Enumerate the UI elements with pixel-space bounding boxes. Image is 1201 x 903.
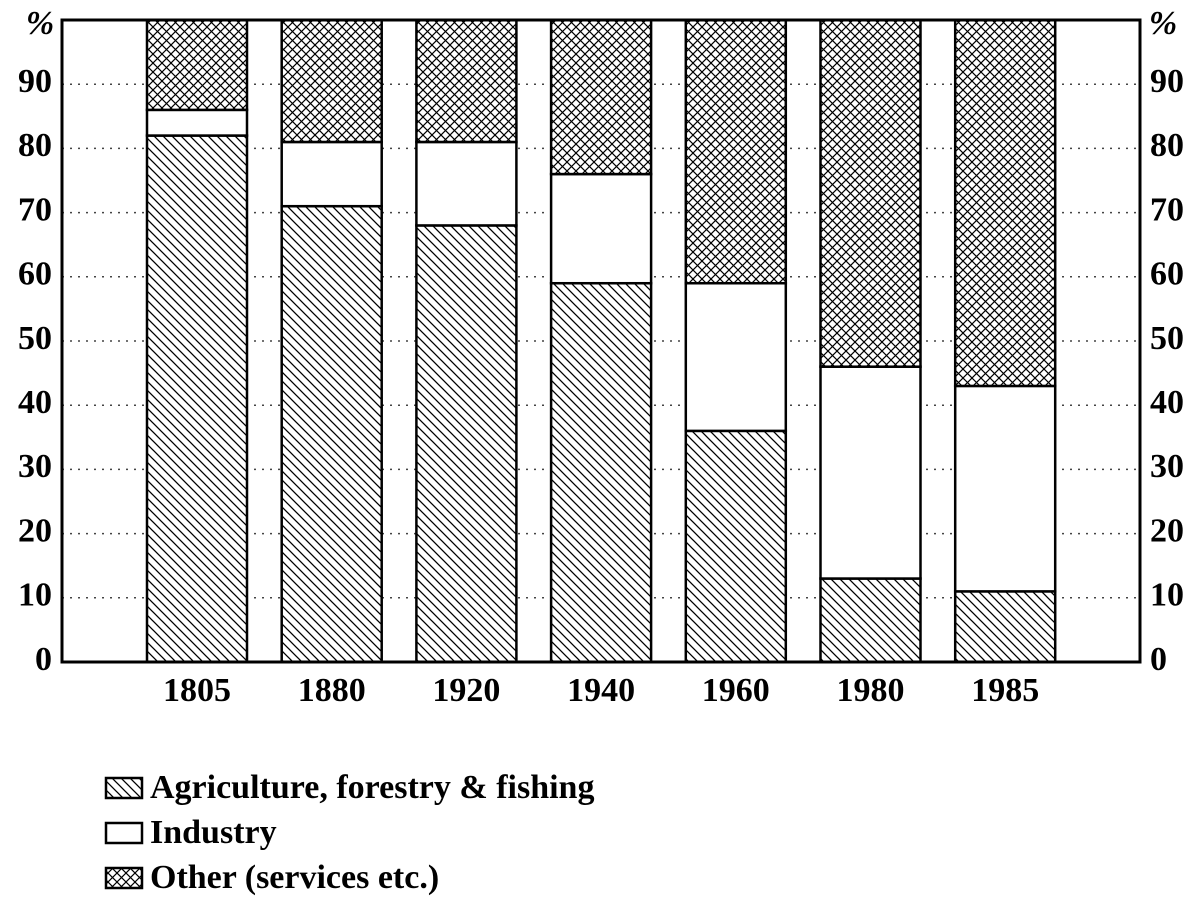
bar-segment	[953, 384, 1057, 593]
y-tick-label: 20	[18, 512, 52, 549]
bar-segment	[549, 172, 653, 285]
bar-segment	[280, 140, 383, 208]
bar-segment	[684, 429, 788, 664]
y-tick-label-right: 60	[1150, 256, 1184, 293]
y-tick-label: 30	[18, 448, 52, 485]
y-tick-label: 0	[35, 641, 52, 678]
bar-segment	[819, 18, 922, 368]
y-tick-label-right: 70	[1150, 191, 1184, 228]
bar-segment	[953, 18, 1057, 388]
legend-label: Industry	[150, 814, 277, 851]
y-tick-label-right: 30	[1150, 448, 1184, 485]
y-axis-label-right: %	[1149, 5, 1177, 42]
legend-label: Other (services etc.)	[150, 859, 439, 896]
x-tick-label: 1980	[837, 672, 905, 709]
x-tick-label: 1940	[567, 672, 635, 709]
y-tick-label: 50	[18, 320, 52, 357]
y-tick-label: 60	[18, 256, 52, 293]
y-tick-label-right: 90	[1150, 63, 1184, 100]
y-tick-label: 40	[18, 384, 52, 421]
legend-label: Agriculture, forestry & fishing	[150, 769, 594, 806]
y-tick-label-right: 20	[1150, 512, 1184, 549]
x-tick-label: 1805	[163, 672, 231, 709]
x-tick-label: 1985	[971, 672, 1039, 709]
bar-segment	[549, 281, 653, 664]
y-tick-label-right: 0	[1150, 641, 1167, 678]
bar-segment	[280, 18, 383, 144]
y-tick-label: 70	[18, 191, 52, 228]
bar-segment	[145, 18, 249, 112]
y-tick-label: 10	[18, 577, 52, 614]
bar-segment	[819, 365, 922, 580]
bar-segment	[415, 140, 518, 227]
legend-swatch	[104, 776, 144, 800]
plot-frame	[60, 18, 1142, 664]
y-tick-label-right: 50	[1150, 320, 1184, 357]
bar-segment	[684, 281, 788, 433]
y-tick-label-right: 10	[1150, 577, 1184, 614]
y-tick-label: 90	[18, 63, 52, 100]
y-axis-label: %	[26, 5, 54, 42]
bar-segment	[819, 577, 922, 664]
bar-segment	[415, 224, 518, 664]
bar-segment	[280, 204, 383, 664]
y-tick-label: 80	[18, 127, 52, 164]
bar-segment	[684, 18, 788, 285]
x-tick-label: 1880	[298, 672, 366, 709]
x-tick-label: 1960	[702, 672, 770, 709]
bar-segment	[145, 108, 249, 137]
bar-segment	[415, 18, 518, 144]
y-tick-label-right: 40	[1150, 384, 1184, 421]
legend-swatch	[104, 821, 144, 845]
bar-segment	[549, 18, 653, 176]
y-tick-label-right: 80	[1150, 127, 1184, 164]
x-tick-label: 1920	[432, 672, 500, 709]
bar-segment	[953, 590, 1057, 664]
bar-segment	[145, 134, 249, 664]
legend-swatch	[104, 866, 144, 890]
